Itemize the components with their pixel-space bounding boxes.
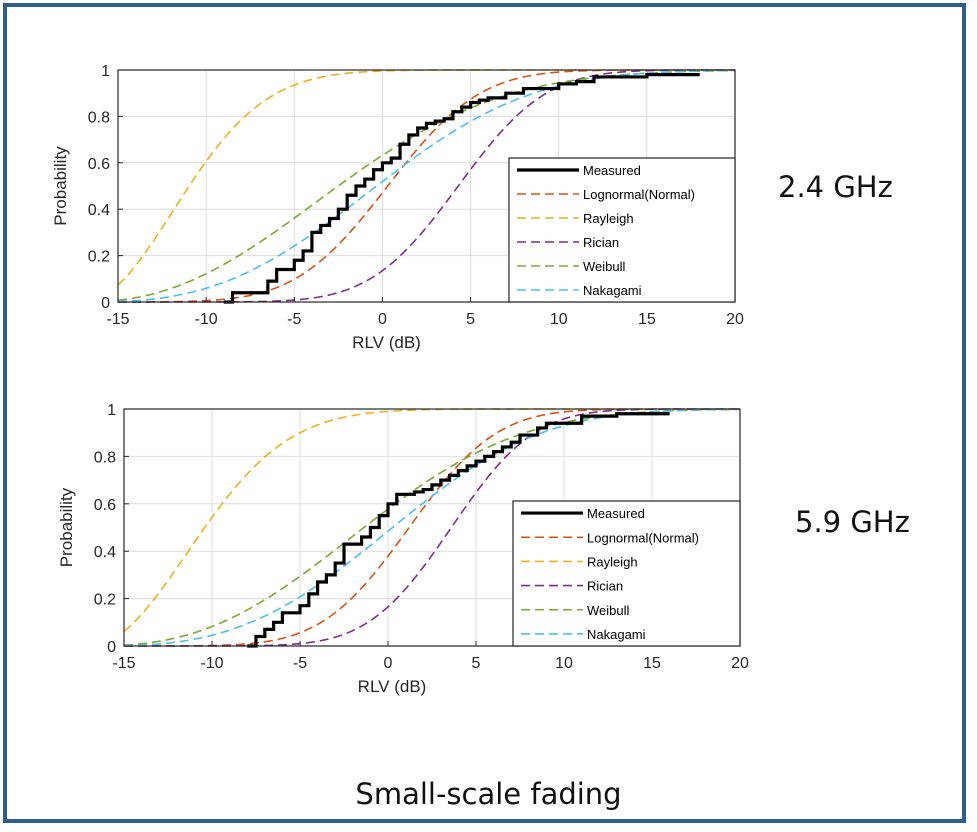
x-axis-label: RLV (dB) [352, 333, 421, 352]
y-tick-label: 0.4 [94, 544, 116, 561]
x-tick-label: 0 [378, 311, 387, 328]
legend-label: Weibull [583, 259, 626, 274]
series-group [118, 69, 735, 304]
legend-box [512, 500, 741, 647]
x-tick-label: 15 [643, 655, 661, 672]
legend: Measured Lognormal(Normal) Rayleigh Rician W… [512, 500, 741, 647]
y-tick-label: 0.4 [88, 202, 110, 219]
freq-label-2-4ghz: 2.4 GHz [778, 170, 893, 204]
legend-label: Lognormal(Normal) [583, 187, 695, 202]
x-tick-label: 5 [466, 311, 475, 328]
legend-label: Measured [583, 163, 641, 178]
x-tick-label: -5 [293, 655, 307, 672]
x-tick-label: -5 [287, 311, 301, 328]
freq-label-5-9ghz: 5.9 GHz [795, 505, 910, 539]
x-tick-label: -15 [106, 311, 129, 328]
y-tick-label: 0.6 [88, 156, 110, 173]
legend-label: Rayleigh [583, 211, 634, 226]
legend-box [508, 157, 736, 303]
y-tick-label: 0.6 [94, 497, 116, 514]
y-tick-label: 1 [101, 63, 110, 80]
x-tick-label: 0 [384, 655, 393, 672]
legend-label: Rayleigh [587, 554, 638, 569]
series-line-lognormal-normal- [118, 69, 735, 303]
series-line-measured [223, 73, 700, 304]
x-tick-label: 15 [638, 311, 656, 328]
y-tick-label: 0.8 [88, 109, 110, 126]
legend-label: Nakagami [587, 627, 646, 642]
x-tick-label: 10 [555, 655, 573, 672]
caption: Small-scale fading [355, 777, 622, 811]
y-axis-label: Probability [51, 146, 70, 226]
series-line-nakagami [118, 69, 735, 303]
y-tick-label: 0 [107, 639, 116, 656]
y-axis-label: Probability [57, 487, 76, 567]
y-tick-label: 1 [107, 402, 116, 419]
y-tick-label: 0.2 [94, 592, 116, 609]
x-tick-label: -10 [200, 655, 223, 672]
x-tick-label: -15 [112, 655, 135, 672]
legend-label: Lognormal(Normal) [587, 530, 699, 545]
y-tick-label: 0.2 [88, 249, 110, 266]
legend-label: Weibull [587, 603, 630, 618]
x-tick-label: 20 [731, 655, 749, 672]
x-tick-label: 20 [726, 311, 744, 328]
y-tick-label: 0.8 [94, 449, 116, 466]
x-tick-label: 5 [472, 655, 481, 672]
legend-label: Rician [583, 235, 619, 250]
series-line-measured [247, 412, 670, 648]
x-axis-label: RLV (dB) [358, 677, 427, 696]
legend-label: Nakagami [583, 283, 642, 298]
x-tick-label: 10 [550, 311, 568, 328]
y-tick-label: 0 [101, 295, 110, 312]
x-tick-label: -10 [195, 311, 218, 328]
legend: Measured Lognormal(Normal) Rayleigh Rician W… [508, 157, 736, 303]
legend-label: Measured [587, 506, 645, 521]
legend-label: Rician [587, 579, 623, 594]
